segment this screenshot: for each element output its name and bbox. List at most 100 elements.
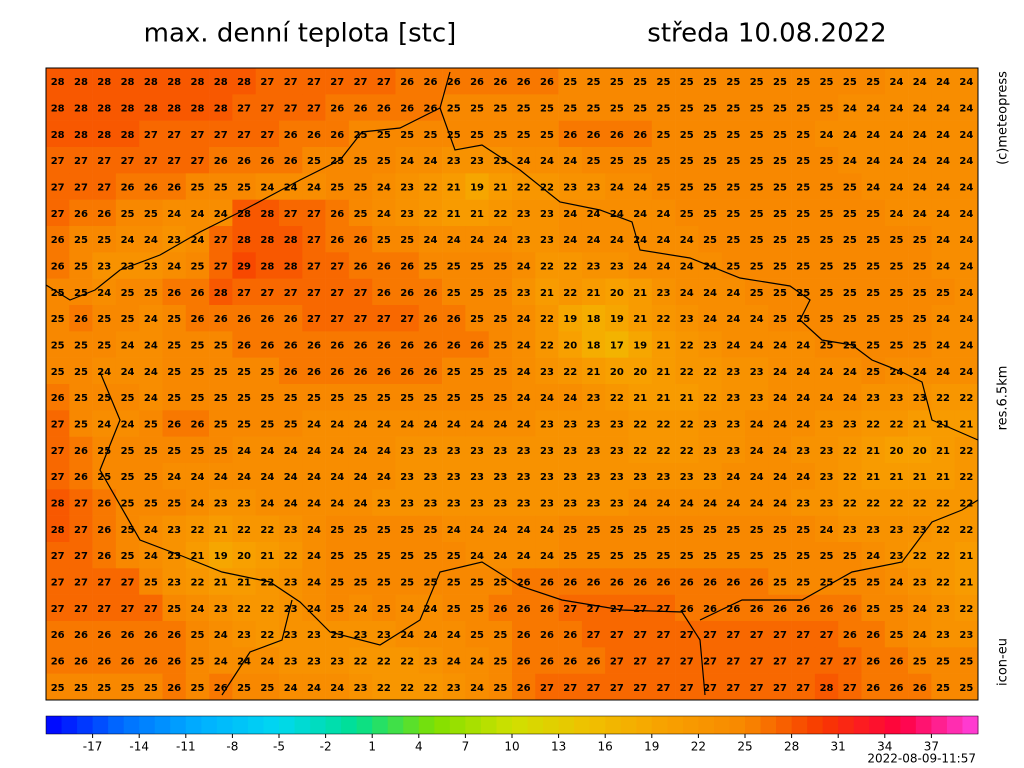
- cell-value: 25: [307, 393, 321, 404]
- cell-value: 24: [517, 341, 531, 352]
- cell: [279, 542, 303, 569]
- cell: [279, 647, 303, 674]
- cell: [418, 252, 443, 279]
- cell-value: 21: [633, 314, 647, 325]
- cell: [512, 120, 536, 148]
- cell: [698, 68, 722, 95]
- cell-value: 25: [866, 209, 880, 220]
- cell: [302, 621, 326, 648]
- cell: [232, 489, 256, 516]
- cell: [325, 463, 350, 490]
- cell-value: 26: [400, 367, 414, 378]
- cell-value: 24: [750, 499, 764, 510]
- cell-value: 22: [633, 446, 647, 457]
- cell: [931, 384, 955, 411]
- cell: [931, 305, 955, 332]
- colorbar-tick-label: -14: [129, 740, 149, 754]
- cell-value: 23: [610, 262, 624, 273]
- cell-value: 26: [284, 314, 298, 325]
- cell-value: 23: [703, 341, 717, 352]
- colorbar-segment: [170, 716, 187, 734]
- cell: [791, 489, 816, 516]
- cell: [628, 199, 653, 227]
- cell-value: 25: [354, 578, 368, 589]
- cell: [605, 252, 629, 279]
- cell-value: 26: [354, 341, 368, 352]
- cell: [954, 278, 979, 306]
- cell-value: 25: [121, 499, 135, 510]
- cell-value: 25: [214, 341, 228, 352]
- cell-value: 24: [843, 156, 857, 167]
- cell-value: 25: [773, 183, 787, 194]
- resolution: res.6.5km: [996, 366, 1011, 431]
- cell: [768, 357, 792, 385]
- cell: [395, 226, 420, 253]
- cell: [838, 515, 862, 543]
- cell-value: 27: [74, 551, 88, 562]
- cell-value: 26: [633, 130, 647, 141]
- cell: [348, 515, 373, 543]
- cell-value: 25: [493, 630, 507, 641]
- cell-value: 25: [237, 367, 251, 378]
- cell: [745, 384, 769, 411]
- cell: [139, 489, 163, 516]
- cell: [581, 515, 606, 543]
- cell: [721, 226, 746, 253]
- cell: [581, 226, 606, 253]
- cell: [745, 173, 769, 200]
- cell: [838, 384, 862, 411]
- cell: [488, 436, 513, 464]
- cell-value: 25: [773, 551, 787, 562]
- cell: [535, 199, 559, 227]
- cell-value: 24: [843, 367, 857, 378]
- cell: [651, 94, 676, 121]
- cell-value: 26: [190, 314, 204, 325]
- cell-value: 26: [563, 630, 577, 641]
- cell-value: 25: [866, 341, 880, 352]
- cell-value: 24: [97, 288, 111, 299]
- cell-value: 24: [726, 314, 740, 325]
- cell: [791, 199, 816, 227]
- cell-value: 25: [540, 104, 554, 115]
- cell-value: 23: [284, 578, 298, 589]
- cell-value: 27: [307, 209, 321, 220]
- cell: [372, 305, 396, 332]
- cell: [418, 568, 443, 595]
- cell-value: 25: [144, 420, 158, 431]
- cell: [768, 68, 792, 95]
- cell-value: 25: [820, 156, 834, 167]
- cell-value: 23: [726, 446, 740, 457]
- cell: [721, 542, 746, 569]
- cell: [69, 568, 93, 595]
- cell-value: 23: [540, 499, 554, 510]
- cell: [255, 226, 280, 253]
- cell-value: 25: [447, 262, 461, 273]
- cell: [791, 226, 816, 253]
- cell: [838, 94, 862, 121]
- cell: [418, 147, 443, 174]
- cell-value: 26: [74, 314, 88, 325]
- cell: [418, 94, 443, 121]
- cell-value: 24: [889, 77, 903, 88]
- cell: [442, 120, 466, 148]
- cell: [814, 594, 839, 622]
- cell-value: 25: [400, 551, 414, 562]
- cell-value: 27: [540, 683, 554, 694]
- cell-value: 21: [889, 472, 903, 483]
- cell: [442, 252, 466, 279]
- cell-value: 24: [144, 235, 158, 246]
- cell-value: 22: [959, 525, 973, 536]
- cell-value: 24: [354, 499, 368, 510]
- cell: [745, 94, 769, 121]
- cell-value: 25: [167, 341, 181, 352]
- cell-value: 23: [563, 420, 577, 431]
- cell-value: 24: [377, 446, 391, 457]
- cell: [884, 94, 909, 121]
- cell-value: 23: [540, 235, 554, 246]
- cell-value: 25: [820, 77, 834, 88]
- cell-value: 25: [97, 393, 111, 404]
- cell: [838, 252, 862, 279]
- cell-value: 24: [959, 209, 973, 220]
- cell: [698, 463, 722, 490]
- cell-value: 23: [796, 446, 810, 457]
